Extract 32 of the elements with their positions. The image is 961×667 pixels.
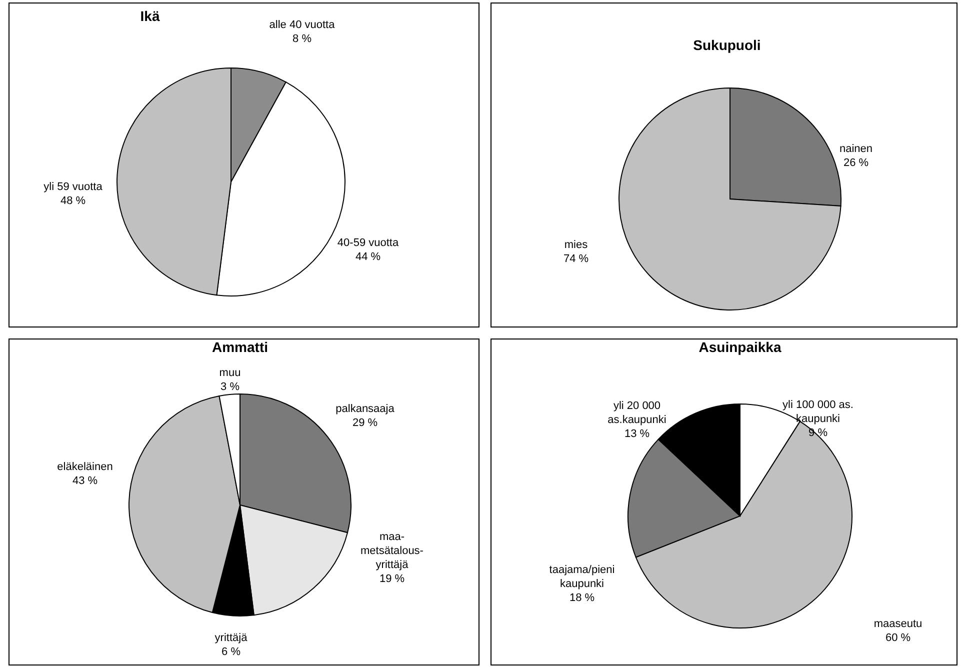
- slice-label: alle 40 vuotta: [269, 19, 336, 31]
- data-label: 13 %: [624, 428, 650, 440]
- slice-label: taajama/pieni kaupunki: [549, 564, 615, 590]
- data-label: 43 %: [72, 475, 98, 487]
- chart-title: Ikä: [140, 8, 160, 24]
- pie-slice: [618, 88, 842, 310]
- data-label: 19 %: [379, 573, 405, 585]
- slice-label: yli 20 000 as.kaupunki: [608, 400, 666, 426]
- slice-label: yrittäjä: [214, 632, 248, 644]
- chart-title: Sukupuoli: [693, 37, 761, 53]
- data-label: 44 %: [355, 251, 381, 263]
- data-label: 8 %: [292, 33, 312, 45]
- slice-label: maaseutu: [874, 618, 922, 630]
- slice-label: mies: [564, 239, 588, 251]
- data-label: 60 %: [885, 632, 911, 644]
- data-label: 3 %: [220, 381, 240, 393]
- slice-label: muu: [219, 367, 241, 379]
- data-label: 48 %: [60, 195, 86, 207]
- slice-label: palkansaaja: [336, 403, 396, 415]
- data-label: 18 %: [569, 592, 595, 604]
- chart-title: Asuinpaikka: [698, 339, 782, 355]
- slice-label: yli 100 000 as. kaupunki: [782, 399, 854, 425]
- slice-label: nainen: [839, 143, 873, 155]
- chart-title: Ammatti: [212, 339, 268, 355]
- slice-label: yli 59 vuotta: [44, 181, 104, 193]
- data-label: 6 %: [222, 646, 241, 658]
- slice-label: 40-59 vuotta: [337, 237, 400, 249]
- slice-label: maa- metsätalous- yrittäjä: [360, 531, 424, 571]
- slice-label: eläkeläinen: [57, 461, 113, 473]
- data-label: 29 %: [352, 417, 378, 429]
- data-label: 74 %: [563, 253, 589, 265]
- data-label: 26 %: [843, 157, 869, 169]
